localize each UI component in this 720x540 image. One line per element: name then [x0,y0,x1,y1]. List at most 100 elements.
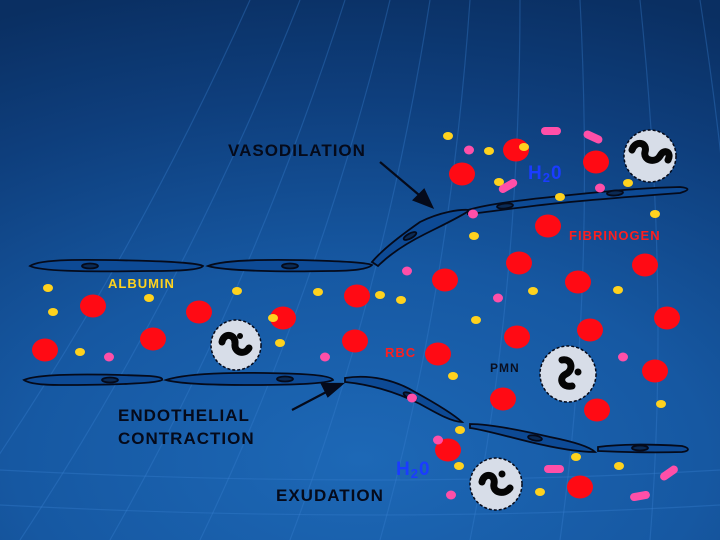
fibrinogen-dot [320,352,330,362]
fibrinogen-dot [446,490,456,500]
albumin-dot [650,210,660,218]
fibrinogen-label: FIBRINOGEN [569,228,661,243]
albumin-dot [469,232,479,240]
red-blood-cell [577,318,603,342]
vessel-wall [22,186,689,454]
fibrinogen-rod [630,490,650,502]
particles-layer [32,127,680,502]
background-ray [699,0,720,154]
pmn-label: PMN [490,361,520,375]
endothelial-cell [28,258,205,273]
red-blood-cell [567,475,593,499]
background-ray [19,0,301,540]
background-ray [0,469,720,481]
red-blood-cell [342,329,368,353]
albumin-dot [396,296,406,304]
fibrinogen-dot [464,145,474,155]
albumin-dot [614,462,624,470]
vasodilation-arrow [379,161,435,210]
water-o: 0 [550,163,563,184]
red-blood-cell [583,150,609,174]
red-blood-cell [642,359,668,383]
red-blood-cell [344,284,370,308]
fibrinogen-rod [544,465,564,473]
albumin-dot [144,294,154,302]
albumin-dot [494,178,504,186]
endothelial-cell [22,373,164,386]
water-label-top: H20 [528,164,563,184]
background-ray [639,0,659,540]
fibrinogen-rod [583,130,603,144]
fibrinogen-rod [498,179,518,194]
fibrinogen-dot [595,183,605,193]
albumin-dot [313,288,323,296]
cell-nucleus [276,375,294,383]
red-blood-cell [32,338,58,362]
endothelial-cell [162,371,335,386]
neutrophil-cell [469,457,523,511]
cell-nucleus [631,444,649,452]
endothelial-cell [344,375,465,423]
cell-nucleus [527,434,543,442]
cell-nucleus [606,189,624,197]
endothelial-cell [370,208,473,268]
water-subscript: 2 [410,466,419,481]
endothelial-contraction-label-line1: ENDOTHELIAL [118,406,250,425]
cell-nucleus [402,231,418,241]
albumin-dot [455,426,465,434]
albumin-dot [519,143,529,151]
albumin-dot [232,287,242,295]
fibrinogen-dot [402,266,412,276]
red-blood-cell [186,300,212,324]
background-ray [289,0,431,540]
water-h: H [396,459,411,480]
fibrinogen-dot [468,209,478,219]
albumin-dot [535,488,545,496]
red-blood-cell [140,327,166,351]
fibrinogen-dot [618,352,628,362]
fibrinogen-dot [104,352,114,362]
albumin-dot [443,132,453,140]
red-blood-cell [565,270,591,294]
red-blood-cell [435,438,461,462]
red-blood-cell [425,342,451,366]
fibrinogen-dot [433,435,443,445]
red-blood-cell [490,387,516,411]
albumin-dot [528,287,538,295]
red-blood-cell [432,268,458,292]
fibrinogen-rod [660,465,678,481]
albumin-dot [656,400,666,408]
rbc-label: RBC [385,345,417,360]
water-h: H [528,163,543,184]
albumin-label: ALBUMIN [108,276,175,291]
albumin-dot [48,308,58,316]
red-blood-cell [632,253,658,277]
red-blood-cell [654,306,680,330]
red-blood-cell [535,214,561,238]
water-o: 0 [418,459,431,480]
albumin-dot [75,348,85,356]
endothelial-contraction-label-line2: CONTRACTION [118,429,255,448]
fibrinogen-rod [541,127,561,135]
albumin-dot [623,179,633,187]
albumin-dot [454,462,464,470]
cell-nucleus [281,262,299,270]
neutrophil-cell [210,319,262,371]
background-ray [199,0,391,540]
exudation-label: EXUDATION [276,486,384,505]
red-blood-cell [80,294,106,318]
red-blood-cell [270,306,296,330]
fibrinogen-dot [407,393,417,403]
albumin-dot [613,286,623,294]
neutrophil-cell [623,129,677,183]
water-subscript: 2 [542,170,551,185]
neutrophil-cell [539,345,597,403]
albumin-dot [43,284,53,292]
red-blood-cell [449,162,475,186]
red-blood-cell [584,398,610,422]
fibrinogen-dot [493,293,503,303]
cell-nucleus [496,202,514,210]
vasodilation-label: VASODILATION [228,141,366,160]
background-ray [0,0,251,455]
